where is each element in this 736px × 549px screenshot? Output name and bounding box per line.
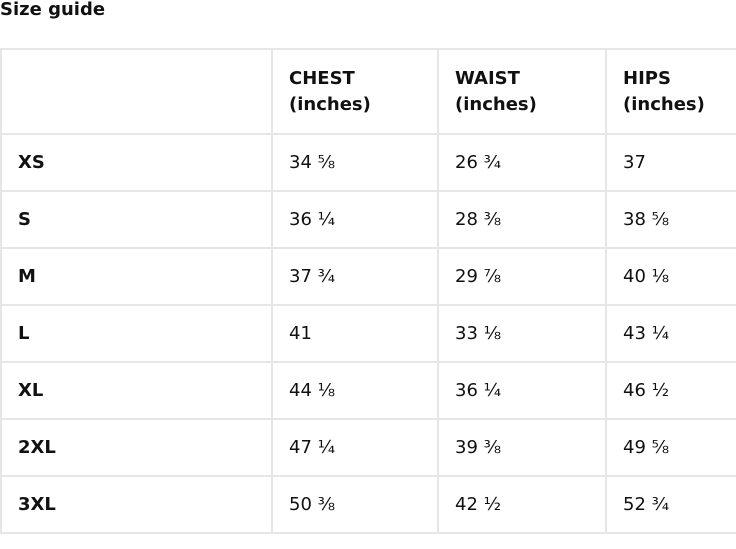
table-header-row: CHEST (inches) WAIST (inches) HIPS (inches) <box>0 48 736 135</box>
size-guide-table: CHEST (inches) WAIST (inches) HIPS (inches)… <box>0 48 736 534</box>
hips-cell: 49 ⅝ <box>605 418 736 477</box>
waist-cell: 39 ⅜ <box>437 418 607 477</box>
size-cell: 2XL <box>0 418 273 477</box>
size-cell: XL <box>0 361 273 420</box>
size-cell: M <box>0 247 273 306</box>
waist-cell: 42 ½ <box>437 475 607 534</box>
header-unit: (inches) <box>289 93 371 115</box>
chest-cell: 50 ⅜ <box>271 475 439 534</box>
table-row: M 37 ¾ 29 ⅞ 40 ⅛ <box>0 247 736 306</box>
waist-cell: 26 ¾ <box>437 133 607 192</box>
header-size <box>0 48 273 135</box>
table-row: 2XL 47 ¼ 39 ⅜ 49 ⅝ <box>0 418 736 477</box>
size-cell: XS <box>0 133 273 192</box>
table-row: XL 44 ⅛ 36 ¼ 46 ½ <box>0 361 736 420</box>
header-label: CHEST <box>289 67 355 89</box>
chest-cell: 47 ¼ <box>271 418 439 477</box>
table-row: S 36 ¼ 28 ⅜ 38 ⅝ <box>0 190 736 249</box>
hips-cell: 46 ½ <box>605 361 736 420</box>
header-label: WAIST <box>455 67 520 89</box>
chest-cell: 34 ⅝ <box>271 133 439 192</box>
hips-cell: 37 <box>605 133 736 192</box>
page-title: Size guide <box>0 0 106 20</box>
header-label: HIPS <box>623 67 671 89</box>
table-row: XS 34 ⅝ 26 ¾ 37 <box>0 133 736 192</box>
size-cell: 3XL <box>0 475 273 534</box>
size-cell: L <box>0 304 273 363</box>
chest-cell: 37 ¾ <box>271 247 439 306</box>
table-row: 3XL 50 ⅜ 42 ½ 52 ¾ <box>0 475 736 534</box>
chest-cell: 36 ¼ <box>271 190 439 249</box>
hips-cell: 52 ¾ <box>605 475 736 534</box>
hips-cell: 43 ¼ <box>605 304 736 363</box>
hips-cell: 40 ⅛ <box>605 247 736 306</box>
header-hips: HIPS (inches) <box>605 48 736 135</box>
size-cell: S <box>0 190 273 249</box>
waist-cell: 36 ¼ <box>437 361 607 420</box>
header-waist: WAIST (inches) <box>437 48 607 135</box>
chest-cell: 44 ⅛ <box>271 361 439 420</box>
waist-cell: 28 ⅜ <box>437 190 607 249</box>
header-chest: CHEST (inches) <box>271 48 439 135</box>
waist-cell: 33 ⅛ <box>437 304 607 363</box>
waist-cell: 29 ⅞ <box>437 247 607 306</box>
table-row: L 41 33 ⅛ 43 ¼ <box>0 304 736 363</box>
header-unit: (inches) <box>623 93 705 115</box>
hips-cell: 38 ⅝ <box>605 190 736 249</box>
header-unit: (inches) <box>455 93 537 115</box>
chest-cell: 41 <box>271 304 439 363</box>
